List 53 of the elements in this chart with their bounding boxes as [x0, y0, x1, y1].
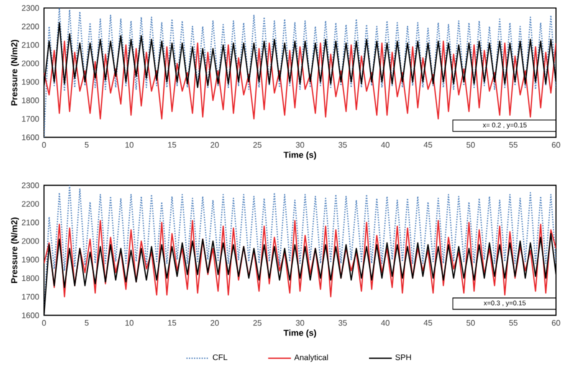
y-tick-label: 2000 [22, 238, 39, 244]
y-tick-label: 1800 [22, 98, 39, 104]
x-tick-label: 25 [253, 142, 262, 148]
x-tick-label: 10 [125, 142, 134, 148]
x-tick-label: 55 [509, 142, 518, 148]
x-axis-title: Time (s) [284, 152, 316, 160]
line-series [44, 220, 556, 298]
y-tick-label: 2200 [22, 24, 39, 30]
y-tick-label: 1700 [22, 294, 39, 300]
x-tick-label: 35 [338, 142, 347, 148]
y-tick-label: 1600 [22, 134, 39, 140]
line-series [44, 40, 556, 120]
y-axis-title: Pressure (N/m2) [10, 218, 20, 283]
x-tick-label: 30 [296, 142, 304, 148]
x-tick-label: 50 [466, 320, 475, 326]
y-tick-label: 2300 [22, 182, 39, 188]
y-tick-label: 2100 [22, 220, 39, 226]
x-tick-label: 20 [210, 320, 219, 326]
x-tick-label: 50 [466, 142, 475, 148]
y-axis-title: Pressure (N/m2) [10, 40, 20, 106]
x-tick-label: 0 [42, 320, 46, 326]
y-tick-label: 2200 [22, 201, 39, 207]
x-tick-label: 40 [381, 320, 390, 326]
y-tick-label: 1900 [22, 256, 39, 262]
y-tick-label: 1800 [22, 275, 39, 282]
x-tick-label: 25 [253, 320, 262, 326]
x-tick-label: 35 [338, 320, 347, 326]
x-tick-label: 45 [424, 320, 432, 326]
x-axis-title: Time (s) [284, 330, 316, 338]
y-tick-label: 1900 [22, 79, 39, 85]
x-tick-label: 45 [424, 142, 432, 148]
x-tick-label: 55 [509, 320, 518, 326]
x-tick-label: 10 [125, 320, 134, 326]
x-tick-label: 60 [552, 320, 560, 326]
x-tick-label: 60 [552, 142, 560, 148]
y-tick-label: 2100 [22, 42, 39, 48]
y-tick-label: 2300 [22, 5, 39, 11]
y-tick-label: 1700 [22, 116, 39, 122]
x-tick-label: 20 [210, 142, 219, 148]
x-tick-label: 30 [296, 320, 304, 326]
x-tick-label: 40 [381, 142, 390, 148]
legend-label: SPH [395, 354, 411, 360]
y-tick-label: 1600 [22, 312, 39, 318]
x-tick-label: 15 [168, 320, 176, 326]
x-tick-label: 0 [42, 142, 46, 148]
legend-label: CFL [212, 354, 228, 360]
line-series [44, 185, 556, 316]
x-tick-label: 15 [168, 142, 176, 148]
line-series [44, 8, 556, 138]
x-tick-label: 5 [84, 320, 89, 326]
y-tick-label: 2000 [22, 60, 39, 66]
legend-label: Analytical [294, 354, 328, 362]
x-tick-label: 5 [84, 142, 89, 148]
